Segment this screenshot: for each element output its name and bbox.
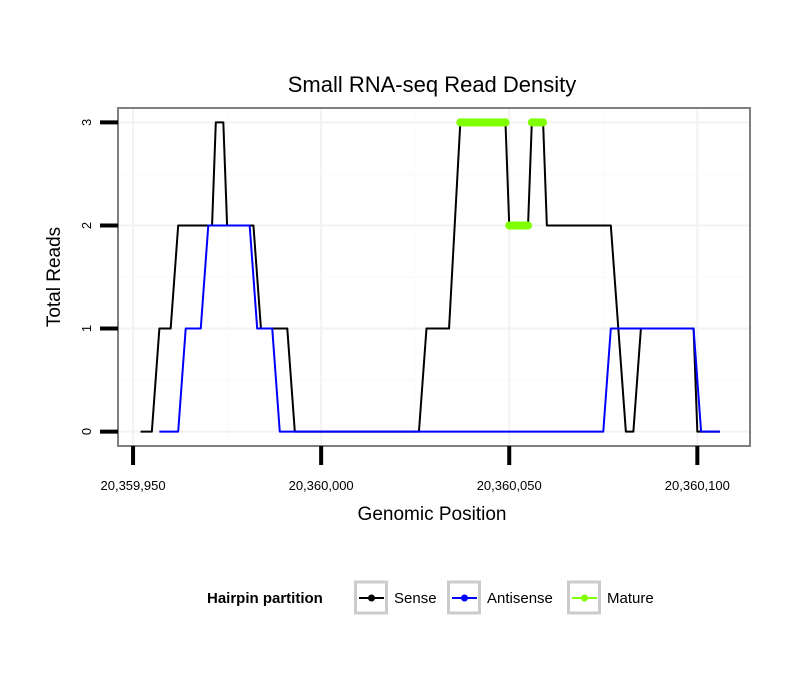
y-tick-label: 2 bbox=[79, 222, 94, 229]
series-line-sense bbox=[140, 121, 720, 433]
legend-label-sense: Sense bbox=[394, 590, 437, 607]
grid bbox=[118, 108, 750, 446]
y-tick-label: 0 bbox=[79, 428, 94, 435]
series-layer bbox=[140, 118, 720, 433]
y-tick-label: 3 bbox=[79, 119, 94, 126]
y-tick-label: 1 bbox=[79, 325, 94, 332]
series-line-antisense bbox=[159, 224, 720, 433]
plot-panel-border bbox=[117, 107, 751, 447]
legend-key-point-sense bbox=[368, 594, 375, 602]
x-tick-label: 20,360,100 bbox=[665, 478, 730, 493]
x-axis-title: Genomic Position bbox=[358, 504, 507, 525]
legend: Hairpin partition Sense Antisense Mature bbox=[207, 580, 654, 615]
legend-label-mature: Mature bbox=[607, 590, 654, 607]
y-axis-title: Total Reads bbox=[44, 227, 65, 327]
legend-label-antisense: Antisense bbox=[487, 590, 553, 607]
x-tick-label: 20,360,050 bbox=[477, 478, 542, 493]
chart-title: Small RNA-seq Read Density bbox=[288, 72, 577, 97]
legend-key-point-mature bbox=[581, 594, 588, 602]
y-axis: 0 1 2 3 bbox=[79, 119, 118, 435]
x-tick-label: 20,360,000 bbox=[289, 478, 354, 493]
legend-key-point-antisense bbox=[461, 594, 468, 602]
legend-title: Hairpin partition bbox=[207, 590, 323, 607]
x-tick-label: 20,359,950 bbox=[101, 478, 166, 493]
x-axis: 20,359,950 20,360,000 20,360,050 20,360,100 bbox=[101, 446, 730, 493]
